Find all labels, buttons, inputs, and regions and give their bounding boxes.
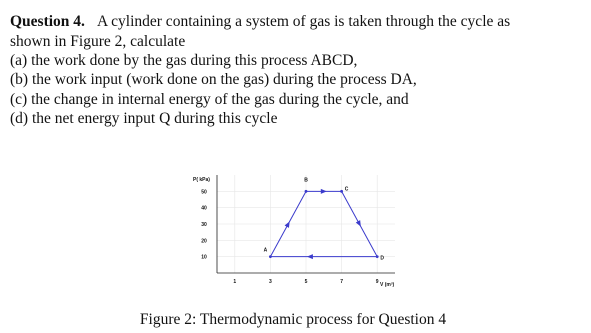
- direction-arrow: [306, 254, 313, 260]
- x-tick-label: 3: [269, 279, 272, 285]
- question-text: A cylinder containing a system of gas is…: [97, 13, 510, 30]
- state-point: [340, 189, 343, 193]
- y-tick-label: 10: [201, 255, 207, 261]
- direction-arrow: [284, 221, 290, 228]
- state-point: [304, 189, 308, 193]
- figure-caption: Figure 2: Thermodynamic process for Ques…: [140, 311, 446, 328]
- state-point: [269, 255, 272, 259]
- point-label: A: [264, 248, 268, 254]
- x-tick-label: 5: [305, 279, 308, 285]
- question-line: Question 4. A cylinder containing a syste…: [10, 13, 510, 30]
- y-tick-label: 40: [201, 206, 207, 212]
- state-point: [375, 255, 379, 259]
- y-tick-label: 20: [201, 238, 207, 244]
- x-tick-label: 7: [340, 279, 343, 285]
- question-text: shown in Figure 2, calculate: [10, 33, 185, 50]
- question-text: (a) the work done by the gas during this…: [10, 52, 357, 69]
- point-label: C: [345, 186, 349, 192]
- y-tick-label: 50: [201, 189, 207, 195]
- question-text: (d) the net energy input Q during this c…: [10, 110, 278, 127]
- question-text: (b) the work input (work done on the gas…: [10, 71, 417, 88]
- point-label: B: [304, 177, 308, 183]
- direction-arrow: [355, 220, 361, 227]
- question-text: (c) the change in internal energy of the…: [10, 91, 409, 108]
- x-tick-label: 1: [233, 279, 236, 285]
- x-tick-label: 9: [376, 279, 379, 285]
- direction-arrow: [320, 188, 327, 194]
- y-tick-label: 30: [201, 222, 207, 228]
- y-axis-label: P( kPa): [193, 177, 210, 183]
- point-label: D: [380, 256, 384, 262]
- x-axis-label: V (m³): [380, 282, 395, 288]
- question-label: Question 4.: [10, 13, 85, 30]
